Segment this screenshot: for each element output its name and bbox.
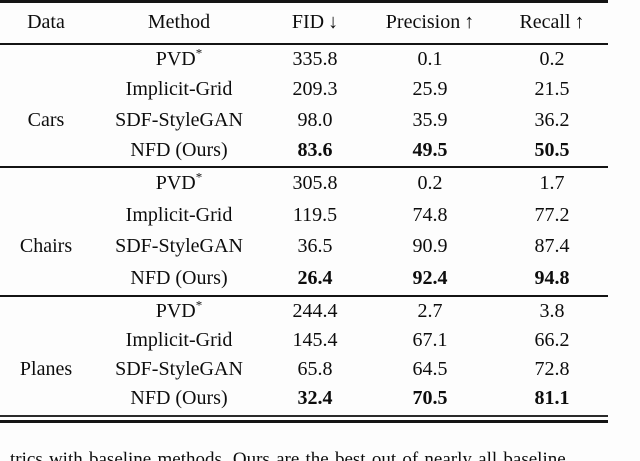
column-header-precision-label: Precision [385,11,461,34]
table-row-ours: NFD (Ours) 26.4 92.4 94.8 [0,263,608,295]
precision-value: 0.2 [417,171,443,194]
up-arrow-icon: ↑ [574,11,585,34]
superscript-asterisk: * [195,45,203,61]
column-header-precision: Precision ↑ [364,11,496,34]
recall-value: 36.2 [534,108,570,131]
column-header-recall: Recall ↑ [496,11,608,34]
dataset-label: Chairs [19,235,73,258]
table-bottom-rule-thick [0,419,608,423]
precision-value: 35.9 [412,108,448,131]
table-row: PVD* 305.8 0.2 1.7 [0,168,608,200]
table-group-chairs: PVD* 305.8 0.2 1.7 Implicit-Grid 119.5 7… [0,168,608,297]
table-row: Implicit-Grid 119.5 74.8 77.2 [0,199,608,231]
method-cell: Implicit-Grid [125,78,233,101]
precision-value: 25.9 [412,78,448,101]
table-row: Implicit-Grid 209.3 25.9 21.5 [0,75,608,105]
recall-value: 3.8 [539,299,565,322]
precision-value: 2.7 [417,299,443,322]
precision-value: 67.1 [412,328,448,351]
recall-value: 66.2 [534,328,570,351]
column-header-recall-label: Recall [519,11,571,34]
fid-value: 32.4 [297,387,333,410]
column-header-data-label: Data [27,11,65,34]
precision-value: 49.5 [412,138,448,161]
table-row: PVD* 335.8 0.1 0.2 [0,45,608,75]
table-row: PVD* 244.4 2.7 3.8 [0,297,608,326]
table-row-ours: NFD (Ours) 83.6 49.5 50.5 [0,135,608,165]
fid-value: 83.6 [297,138,333,161]
column-header-method-label: Method [147,11,211,34]
down-arrow-icon: ↓ [328,11,339,34]
fid-value: 209.3 [292,78,338,101]
table-row: Chairs SDF-StyleGAN 36.5 90.9 87.4 [0,231,608,263]
results-table: Data Method FID ↓ Precision ↑ Recall ↑ PVD*… [0,0,608,423]
table-row: Implicit-Grid 145.4 67.1 66.2 [0,326,608,355]
method-cell: SDF-StyleGAN [115,235,243,258]
method-cell: SDF-StyleGAN [115,108,243,131]
fid-value: 244.4 [292,299,338,322]
column-header-method: Method [92,11,266,34]
precision-value: 64.5 [412,358,448,381]
column-header-fid: FID ↓ [266,11,364,34]
recall-value: 94.8 [534,267,570,290]
fid-value: 305.8 [292,171,338,194]
fid-value: 145.4 [292,328,338,351]
precision-value: 92.4 [412,267,448,290]
precision-value: 0.1 [417,48,443,71]
superscript-asterisk: * [195,169,203,185]
fid-value: 119.5 [292,203,338,226]
method-cell: Implicit-Grid [125,203,233,226]
fid-value: 26.4 [297,267,333,290]
up-arrow-icon: ↑ [464,11,475,34]
recall-value: 21.5 [534,78,570,101]
table-row-ours: NFD (Ours) 32.4 70.5 81.1 [0,384,608,413]
recall-value: 1.7 [539,171,565,194]
method-label: PVD [155,299,196,322]
table-row: Planes SDF-StyleGAN 65.8 64.5 72.8 [0,355,608,384]
method-cell: NFD (Ours) [130,387,228,410]
table-header-row: Data Method FID ↓ Precision ↑ Recall ↑ [0,3,608,45]
method-cell: PVD* [92,296,266,323]
table-group-cars: PVD* 335.8 0.1 0.2 Implicit-Grid 209.3 2… [0,45,608,168]
recall-value: 50.5 [534,138,570,161]
fid-value: 36.5 [297,235,333,258]
method-cell: PVD* [92,45,266,71]
fid-value: 98.0 [297,108,333,131]
recall-value: 0.2 [539,48,565,71]
dataset-label: Cars [27,108,65,131]
column-header-data: Data [0,11,92,34]
superscript-asterisk: * [195,296,203,312]
column-header-fid-label: FID [291,11,325,34]
method-cell: NFD (Ours) [130,267,228,290]
fid-value: 335.8 [292,48,338,71]
precision-value: 90.9 [412,235,448,258]
table-bottom-rule-thin [0,414,608,417]
fid-value: 65.8 [297,358,333,381]
recall-value: 81.1 [534,387,570,410]
dataset-label: Planes [19,358,73,381]
method-cell: PVD* [92,169,266,195]
precision-value: 74.8 [412,203,448,226]
recall-value: 77.2 [534,203,570,226]
method-label: PVD [155,48,196,71]
table-row: Cars SDF-StyleGAN 98.0 35.9 36.2 [0,105,608,135]
method-label: PVD [155,171,196,194]
method-cell: Implicit-Grid [125,328,233,351]
table-top-rule [0,0,608,3]
recall-value: 72.8 [534,358,570,381]
table-caption-fragment: trics with baseline methods. Ours are th… [10,449,566,461]
method-cell: NFD (Ours) [130,138,228,161]
table-group-planes: PVD* 244.4 2.7 3.8 Implicit-Grid 145.4 6… [0,297,608,414]
method-cell: SDF-StyleGAN [115,358,243,381]
recall-value: 87.4 [534,235,570,258]
precision-value: 70.5 [412,387,448,410]
